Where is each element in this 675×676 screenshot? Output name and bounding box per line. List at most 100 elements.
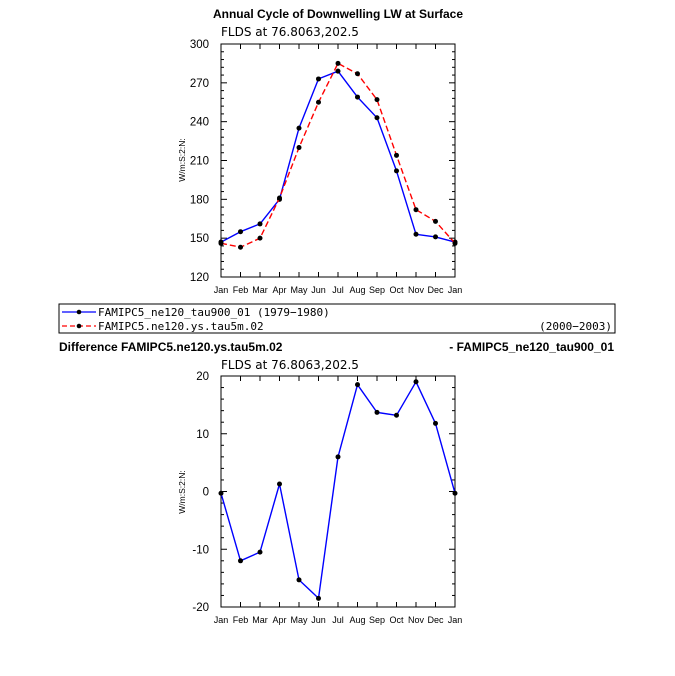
legend-box	[58, 303, 616, 334]
x-tick-label: Oct	[389, 285, 404, 295]
data-point	[413, 379, 419, 385]
legend-marker	[76, 323, 82, 329]
chart2-title-left: Difference FAMIPC5.ne120.ys.tau5m.02	[59, 340, 283, 354]
x-tick-label: Feb	[233, 285, 249, 295]
data-point	[238, 244, 243, 250]
data-point	[257, 549, 263, 555]
data-point	[277, 481, 282, 487]
data-point	[374, 409, 380, 415]
x-tick-label: Dec	[427, 285, 444, 295]
y-tick-label: 0	[203, 487, 209, 499]
legend-entry: FAMIPC5_ne120_tau900_01 (1979−1980)	[62, 306, 330, 319]
data-point	[433, 218, 438, 224]
x-tick-label: Nov	[408, 285, 425, 295]
chart2-axes: Jan Feb Mar Apr May Jun Jul Aug Sep Oct Nov Dec Jan-…	[192, 371, 462, 625]
x-tick-label: Mar	[252, 285, 268, 295]
x-tick-label: Apr	[272, 615, 286, 625]
data-point	[277, 195, 282, 201]
x-tick-label: Feb	[233, 615, 249, 625]
x-tick-label: Jun	[311, 615, 326, 625]
data-point	[335, 68, 341, 74]
data-point	[238, 558, 243, 564]
legend-label-2: FAMIPC5.ne120.ys.tau5m.02	[98, 320, 264, 333]
x-tick-label: Aug	[349, 285, 365, 295]
x-tick-label: Sep	[369, 615, 385, 625]
chart2-subtitle: FLDS at 76.8063,202.5	[221, 358, 359, 372]
x-tick-label: Jan	[214, 285, 229, 295]
data-point	[335, 454, 341, 460]
series-line-1	[220, 70, 456, 243]
x-tick-label: May	[290, 285, 308, 295]
data-point	[433, 420, 438, 426]
chart1-axes: Jan Feb Mar Apr May Jun Jul Aug Sep Oct Nov Dec Jan 1…	[190, 39, 462, 295]
data-point	[335, 60, 341, 66]
x-tick-label: Jul	[332, 615, 344, 625]
data-point	[452, 240, 458, 246]
chart2-ylabel: W/m:S:2:N:	[177, 470, 187, 513]
data-point	[316, 76, 321, 82]
data-point	[296, 577, 302, 583]
data-point	[257, 235, 263, 241]
x-tick-label: Dec	[427, 615, 444, 625]
series-line-2	[220, 62, 456, 248]
y-tick-label: 150	[190, 233, 209, 245]
x-tick-label: Oct	[389, 615, 404, 625]
series-line-1	[220, 381, 456, 599]
x-tick-label: Apr	[272, 285, 286, 295]
y-tick-label: 120	[190, 272, 209, 284]
data-point	[394, 152, 399, 158]
data-point	[413, 231, 419, 237]
data-point	[452, 490, 458, 496]
x-tick-label: Jul	[332, 285, 344, 295]
difference-chart: Difference FAMIPC5.ne120.ys.tau5m.02 - F…	[59, 340, 614, 625]
data-point	[374, 97, 380, 103]
chart1-title: Annual Cycle of Downwelling LW at Surfac…	[213, 7, 463, 21]
chart2-title-right: - FAMIPC5_ne120_tau900_01	[449, 340, 614, 354]
data-point	[296, 145, 302, 151]
x-tick-label: Jan	[448, 615, 463, 625]
data-point	[257, 221, 263, 227]
y-tick-label: 10	[196, 429, 209, 441]
data-point	[413, 207, 419, 213]
x-tick-label: Sep	[369, 285, 385, 295]
y-tick-label: 180	[190, 194, 209, 206]
x-tick-label: May	[290, 615, 308, 625]
x-tick-label: Jan	[214, 615, 229, 625]
y-tick-label: 300	[190, 39, 209, 51]
y-tick-label: 20	[196, 371, 209, 383]
chart1-subtitle: FLDS at 76.8063,202.5	[221, 25, 359, 39]
data-point	[316, 595, 321, 601]
x-tick-label: Nov	[408, 615, 425, 625]
chart1-series	[218, 60, 458, 250]
data-point	[374, 115, 380, 121]
x-tick-label: Aug	[349, 615, 365, 625]
x-tick-label: Mar	[252, 615, 268, 625]
y-tick-label: -20	[192, 602, 209, 614]
data-point	[394, 412, 399, 418]
data-point	[355, 71, 360, 77]
x-tick-label: Jun	[311, 285, 326, 295]
data-point	[218, 240, 224, 246]
legend-marker	[76, 309, 82, 315]
chart2-series	[218, 379, 458, 601]
chart1-ylabel: W/m:S:2:N:	[177, 138, 187, 181]
legend: FAMIPC5_ne120_tau900_01 (1979−1980) FAMI…	[58, 303, 616, 334]
y-tick-label: 270	[190, 78, 209, 90]
data-point	[355, 382, 360, 388]
legend-period-2: (2000−2003)	[539, 320, 612, 333]
legend-label-1: FAMIPC5_ne120_tau900_01 (1979−1980)	[98, 306, 330, 319]
data-point	[296, 125, 302, 131]
data-point	[433, 234, 438, 240]
data-point	[218, 490, 224, 496]
y-tick-label: -10	[192, 544, 209, 556]
y-tick-label: 210	[190, 156, 209, 168]
y-tick-label: 240	[190, 117, 209, 129]
annual-cycle-chart: Annual Cycle of Downwelling LW at Surfac…	[177, 7, 463, 295]
data-point	[238, 229, 243, 235]
x-tick-label: Jan	[448, 285, 463, 295]
data-point	[355, 94, 360, 100]
chart2-plot-frame	[220, 375, 456, 608]
chart1-plot-frame	[220, 43, 456, 278]
data-point	[394, 168, 399, 174]
